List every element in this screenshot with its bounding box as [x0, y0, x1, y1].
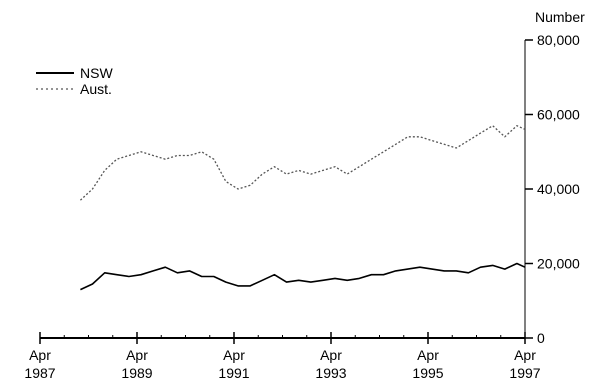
- series-layer: [79, 125, 526, 291]
- y-tick-label: 60,000: [537, 107, 580, 123]
- y-tick-label: 40,000: [537, 181, 580, 197]
- x-tick-year-label: 1987: [24, 365, 55, 381]
- x-tick-year-label: 1995: [412, 365, 443, 381]
- series-line-nsw: [80, 262, 526, 291]
- y-axis-title: Number: [535, 9, 585, 25]
- x-tick-month-label: Apr: [417, 347, 439, 363]
- y-tick-label: 20,000: [537, 256, 580, 272]
- y-tick-label: 80,000: [537, 32, 580, 48]
- x-tick-year-label: 1991: [218, 365, 249, 381]
- y-tick-label: 0: [537, 330, 545, 346]
- x-tick-year-label: 1993: [315, 365, 346, 381]
- legend-label: Aust.: [80, 81, 112, 97]
- x-tick-month-label: Apr: [126, 347, 148, 363]
- x-tick-year-label: 1989: [121, 365, 152, 381]
- x-tick-month-label: Apr: [223, 347, 245, 363]
- legend-label: NSW: [80, 65, 113, 81]
- series-line-aust: [79, 125, 526, 201]
- x-tick-month-label: Apr: [514, 347, 536, 363]
- axes: Apr 1987 Apr 1989 Apr 1991 Apr 1993 Apr 1995 Apr 19…: [24, 32, 580, 381]
- x-tick-month-label: Apr: [29, 347, 51, 363]
- x-tick-month-label: Apr: [320, 347, 342, 363]
- x-tick-year-label: 1997: [509, 365, 540, 381]
